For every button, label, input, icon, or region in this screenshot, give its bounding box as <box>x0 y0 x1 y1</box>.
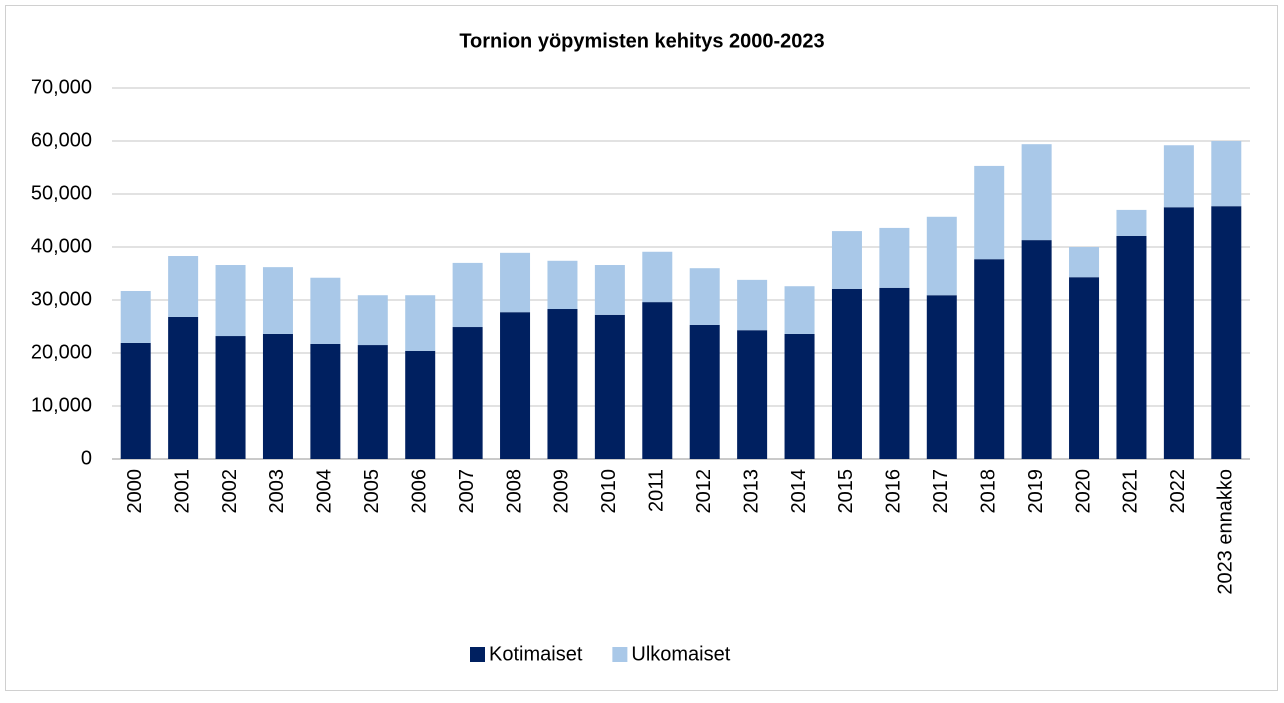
bar-segment <box>168 256 199 317</box>
bar-segment <box>926 216 957 296</box>
bar-segment <box>689 324 720 459</box>
bar-segment <box>405 350 436 459</box>
x-tick-label: 2019 <box>1025 469 1047 514</box>
x-tick-label: 2017 <box>930 469 952 514</box>
x-tick-label: 2010 <box>598 469 620 514</box>
y-tick-label: 30,000 <box>31 288 92 310</box>
bar-segment <box>594 314 625 459</box>
bar-segment <box>1116 209 1147 236</box>
bar-segment <box>405 295 436 351</box>
bar-segment <box>310 277 341 344</box>
x-tick-label: 2002 <box>219 469 241 514</box>
x-tick-label: 2011 <box>646 469 668 512</box>
x-tick-label: 2001 <box>171 469 193 514</box>
bar-segment <box>452 327 483 459</box>
x-tick-label: 2015 <box>835 469 857 514</box>
y-tick-label: 0 <box>81 447 92 469</box>
bar-segment <box>1021 240 1052 459</box>
bar-segment <box>689 268 720 325</box>
bar-segment <box>262 267 293 334</box>
bar-segment <box>1021 144 1052 241</box>
x-tick-label: 2007 <box>456 469 478 514</box>
bar-segment <box>642 251 673 303</box>
x-tick-label: 2004 <box>314 469 336 514</box>
y-tick-label: 10,000 <box>31 394 92 416</box>
bar-segment <box>500 312 531 459</box>
bar-segment <box>262 333 293 459</box>
x-tick-label: 2023 ennakko <box>1215 469 1237 595</box>
x-tick-label: 2009 <box>551 469 573 514</box>
bar-segment <box>1163 145 1194 208</box>
bar-segment <box>831 231 862 289</box>
legend-swatch <box>612 647 628 662</box>
bar-segment <box>168 316 199 459</box>
legend-label: Ulkomaiset <box>631 643 730 665</box>
chart-title: Tornion yöpymisten kehitys 2000-2023 <box>459 30 824 52</box>
x-tick-label: 2006 <box>408 469 430 514</box>
x-tick-label: 2014 <box>788 469 810 514</box>
bar-segment <box>737 279 768 331</box>
legend-swatch <box>470 647 485 662</box>
bar-segment <box>120 342 151 459</box>
bar-segment <box>879 287 910 459</box>
bar-segment <box>215 265 246 337</box>
bar-segment <box>642 302 673 459</box>
x-tick-label: 2012 <box>693 469 715 514</box>
bar-segment <box>547 309 578 459</box>
x-tick-label: 2016 <box>883 469 905 514</box>
bar-segment <box>1069 277 1100 459</box>
bar-segment <box>974 259 1005 459</box>
bar-segment <box>357 345 388 459</box>
x-tick-label: 2022 <box>1167 469 1189 514</box>
y-tick-label: 20,000 <box>31 341 92 363</box>
x-tick-label: 2021 <box>1120 469 1142 514</box>
bar-segment <box>784 333 815 459</box>
bar-segment <box>357 295 388 346</box>
x-tick-label: 2018 <box>977 469 999 514</box>
y-tick-label: 70,000 <box>31 76 92 98</box>
bar-segment <box>1211 206 1242 459</box>
bar-segment <box>594 265 625 315</box>
x-tick-label: 2005 <box>361 469 383 514</box>
x-tick-label: 2020 <box>1072 469 1094 514</box>
bar-segment <box>452 262 483 328</box>
bar-segment <box>831 288 862 459</box>
bar-segment <box>500 252 531 313</box>
x-tick-label: 2013 <box>740 469 762 514</box>
bar-segment <box>1069 247 1100 278</box>
x-tick-label: 2003 <box>266 469 288 514</box>
bar-segment <box>120 290 151 343</box>
bar-segment <box>737 330 768 459</box>
legend-label: Kotimaiset <box>489 643 583 665</box>
bar-segment <box>215 336 246 459</box>
y-tick-label: 60,000 <box>31 129 92 151</box>
bar-segment <box>1163 207 1194 459</box>
bar-segment <box>926 295 957 459</box>
bar-segment <box>310 343 341 459</box>
x-tick-label: 2008 <box>503 469 525 514</box>
bar-segment <box>879 227 910 288</box>
bar-segment <box>974 165 1005 260</box>
y-tick-label: 40,000 <box>31 235 92 257</box>
y-tick-label: 50,000 <box>31 182 92 204</box>
bar-segment <box>547 260 578 310</box>
bar-segment <box>1211 141 1242 207</box>
bar-segment <box>1116 235 1147 459</box>
bar-segment <box>784 286 815 334</box>
x-tick-label: 2000 <box>124 469 146 514</box>
